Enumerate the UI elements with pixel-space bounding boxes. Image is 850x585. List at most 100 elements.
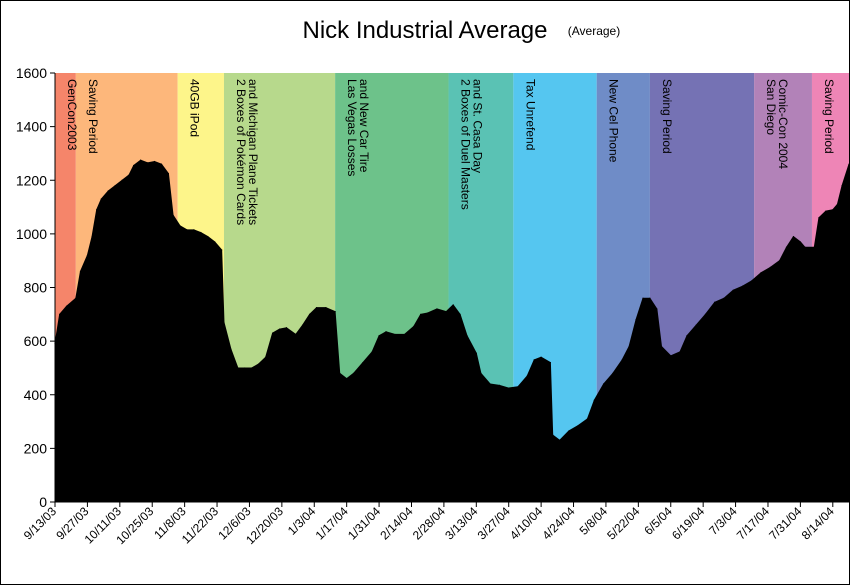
data-point (552, 434, 554, 436)
y-tick-label: 1600 (16, 65, 47, 81)
data-point (153, 160, 156, 163)
data-point (792, 235, 795, 238)
annotation-label: San Diego (764, 79, 778, 135)
data-point (670, 355, 672, 357)
data-point (841, 185, 843, 187)
data-point (836, 203, 839, 205)
y-tick-label: 800 (24, 280, 48, 296)
data-point (295, 333, 297, 336)
data-point (628, 345, 630, 348)
data-point (79, 270, 82, 273)
data-point (265, 356, 267, 358)
data-point (695, 324, 697, 326)
data-point (621, 359, 623, 361)
data-point (114, 185, 116, 187)
data-point (214, 241, 216, 243)
chart-subtitle: (Average) (568, 24, 620, 38)
data-point (498, 384, 501, 386)
x-tick-label: 4/24/04 (539, 504, 577, 542)
x-tick-label: 5/22/04 (604, 504, 642, 542)
data-point (186, 229, 188, 231)
data-point (86, 254, 89, 256)
data-point (221, 249, 223, 251)
y-tick-label: 1400 (16, 119, 47, 135)
data-point (75, 297, 77, 299)
data-point (804, 246, 806, 248)
x-tick-label: 11/22/03 (179, 504, 222, 547)
data-point (825, 210, 827, 212)
data-point (272, 332, 274, 334)
x-tick-label: 2/14/04 (377, 504, 415, 542)
data-point (751, 280, 753, 282)
data-point (480, 372, 482, 374)
data-point (285, 327, 288, 329)
data-point (140, 159, 142, 161)
annotation-label: Saving Period (822, 79, 836, 154)
data-point (65, 305, 68, 307)
data-point (223, 321, 225, 323)
data-point (378, 335, 380, 337)
data-point (167, 172, 170, 175)
data-point (121, 179, 123, 181)
annotation-label: 2 Boxes of Duel Masters (459, 79, 473, 210)
data-point (413, 325, 415, 327)
data-point (635, 319, 637, 321)
data-point (133, 164, 135, 167)
data-point (207, 235, 209, 238)
data-point (586, 418, 589, 420)
data-point (334, 311, 336, 313)
data-point (452, 304, 454, 306)
data-point (309, 313, 311, 315)
annotation-label: GenCon2003 (65, 79, 79, 151)
annotation-labels: GenCon2003 Saving Period 40GB iPod 2 Boxes … (65, 79, 836, 225)
data-point (679, 351, 681, 353)
annotation-label: 40GB iPod (188, 79, 202, 137)
y-tick-label: 200 (24, 440, 48, 456)
data-point (160, 163, 163, 165)
data-point (107, 190, 109, 192)
x-tick-label: 6/19/04 (669, 504, 707, 542)
data-point (244, 367, 246, 369)
data-point (385, 331, 387, 333)
data-point (362, 361, 364, 364)
data-point (251, 367, 253, 369)
data-point (420, 313, 422, 315)
chart-title: Nick Industrial Average (302, 17, 547, 44)
data-point (193, 229, 195, 231)
x-tick-label: 3/27/04 (475, 504, 513, 542)
data-point (686, 335, 688, 337)
annotation-label: and St. Casa Day (471, 79, 485, 173)
data-point (649, 297, 651, 299)
data-point (818, 217, 820, 219)
annotation-label: Saving Period (86, 79, 100, 154)
data-point (540, 356, 542, 358)
data-point (489, 383, 491, 385)
x-tick-label: 7/31/04 (766, 504, 804, 542)
data-point (832, 209, 834, 211)
x-tick-label: 2/28/04 (410, 504, 448, 542)
data-point (315, 307, 318, 309)
y-tick-label: 1200 (16, 172, 47, 188)
data-point (230, 348, 232, 350)
data-point (475, 352, 477, 354)
data-point (179, 225, 181, 227)
data-point (785, 246, 788, 248)
data-point (403, 333, 406, 336)
x-tick-label: 1/17/04 (313, 504, 351, 542)
data-point (526, 375, 528, 377)
data-point (278, 328, 281, 330)
data-point (612, 372, 614, 374)
data-point (593, 399, 595, 401)
data-point (732, 289, 734, 291)
data-point (128, 174, 130, 176)
x-tick-label: 3/13/04 (442, 504, 480, 542)
data-point (642, 297, 644, 299)
data-point (517, 386, 519, 388)
data-point (353, 372, 355, 374)
y-tick-label: 0 (39, 494, 47, 510)
y-tick-label: 1000 (16, 226, 47, 242)
annotation-label: Tax Unrefend (523, 79, 537, 150)
data-point (760, 272, 762, 274)
data-point (799, 241, 801, 243)
